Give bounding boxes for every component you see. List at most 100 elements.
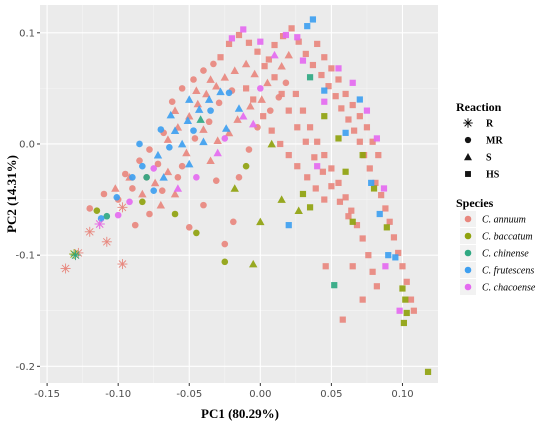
data-point — [221, 258, 229, 266]
data-point — [399, 285, 406, 292]
data-point — [146, 146, 153, 153]
data-point — [385, 252, 392, 259]
data-point — [177, 139, 187, 148]
legend-key-swatch — [464, 215, 472, 223]
data-point — [271, 41, 278, 49]
data-point — [382, 205, 389, 212]
legend-reaction: Reaction R MR S HS — [456, 100, 503, 181]
asterisk-stroke — [61, 264, 70, 273]
data-point — [84, 226, 95, 237]
data-point — [386, 218, 393, 225]
data-point — [321, 151, 328, 159]
data-point — [266, 107, 274, 114]
data-point — [359, 296, 366, 303]
data-point — [306, 124, 314, 131]
data-point — [325, 83, 332, 90]
data-point — [342, 129, 349, 136]
data-point — [302, 50, 309, 58]
data-point — [117, 259, 128, 270]
data-point — [285, 107, 292, 114]
legend-label-hs: HS — [486, 170, 500, 181]
data-point — [199, 125, 208, 133]
asterisk-stroke — [118, 203, 127, 212]
data-point — [338, 105, 345, 112]
data-point — [249, 119, 258, 128]
data-point — [207, 107, 214, 114]
data-point — [396, 307, 403, 314]
data-point — [373, 283, 380, 290]
data-point — [390, 234, 398, 241]
data-point — [263, 78, 272, 87]
data-point — [282, 79, 290, 87]
data-point — [335, 65, 342, 72]
data-point — [342, 194, 349, 201]
data-point — [402, 296, 409, 303]
data-point — [193, 174, 200, 181]
data-point — [121, 170, 129, 178]
y-tick-label: -0.2 — [15, 362, 35, 373]
data-point — [174, 174, 182, 181]
data-point — [285, 151, 292, 159]
data-point — [369, 138, 376, 145]
data-point — [157, 126, 165, 133]
data-point — [260, 113, 267, 120]
data-point — [314, 40, 321, 48]
data-point — [257, 95, 266, 103]
y-axis-title: PC2 (14.31%) — [4, 155, 19, 233]
data-point — [424, 368, 432, 375]
data-point — [328, 65, 335, 72]
data-point — [249, 259, 258, 268]
data-point — [111, 184, 120, 192]
data-point — [345, 213, 352, 220]
data-point — [206, 75, 215, 83]
data-point — [154, 160, 162, 168]
x-tick-label: -0.15 — [34, 389, 60, 400]
data-point — [268, 127, 275, 134]
data-point — [312, 185, 319, 192]
data-point — [366, 165, 373, 172]
data-point — [150, 165, 158, 172]
series-cfrutescens — [97, 16, 399, 261]
data-point — [217, 54, 224, 61]
data-point — [212, 177, 220, 184]
data-point — [356, 138, 363, 145]
legend-label-s: S — [486, 153, 492, 164]
data-point — [309, 61, 317, 69]
data-point — [150, 178, 160, 187]
data-point — [193, 229, 200, 237]
legend-label-species: C. chacoense — [482, 283, 536, 294]
data-point — [233, 115, 242, 123]
x-axis-ticks: -0.15 -0.10 -0.05 0.00 0.05 0.10 — [34, 383, 414, 400]
data-point — [342, 90, 349, 98]
data-point — [369, 268, 376, 275]
data-point — [245, 146, 253, 153]
data-point — [215, 99, 223, 107]
data-point — [368, 179, 375, 186]
data-point — [216, 87, 225, 96]
data-point — [170, 189, 180, 198]
data-point — [171, 210, 179, 218]
data-point — [139, 162, 146, 170]
data-point — [230, 66, 239, 74]
data-point — [200, 201, 207, 209]
data-point — [250, 69, 259, 78]
data-point — [321, 196, 328, 203]
x-tick-label: -0.10 — [105, 389, 131, 400]
data-point — [222, 124, 231, 132]
asterisk-stroke — [118, 260, 127, 268]
data-point — [299, 57, 307, 64]
data-point — [143, 174, 150, 181]
data-point — [257, 38, 264, 45]
data-point — [349, 218, 356, 225]
data-point — [336, 198, 344, 205]
data-point — [150, 187, 158, 194]
data-point — [363, 124, 371, 131]
legend-label-species: C. chinense — [482, 249, 529, 260]
y-axis-ticks: -0.2 -0.1 0.0 0.1 — [15, 28, 40, 373]
data-point — [200, 67, 207, 74]
x-tick-label: 0.10 — [391, 389, 413, 400]
data-point — [213, 148, 222, 157]
x-tick-label: 0.05 — [320, 389, 342, 400]
data-point — [271, 74, 278, 81]
data-point — [126, 198, 133, 206]
